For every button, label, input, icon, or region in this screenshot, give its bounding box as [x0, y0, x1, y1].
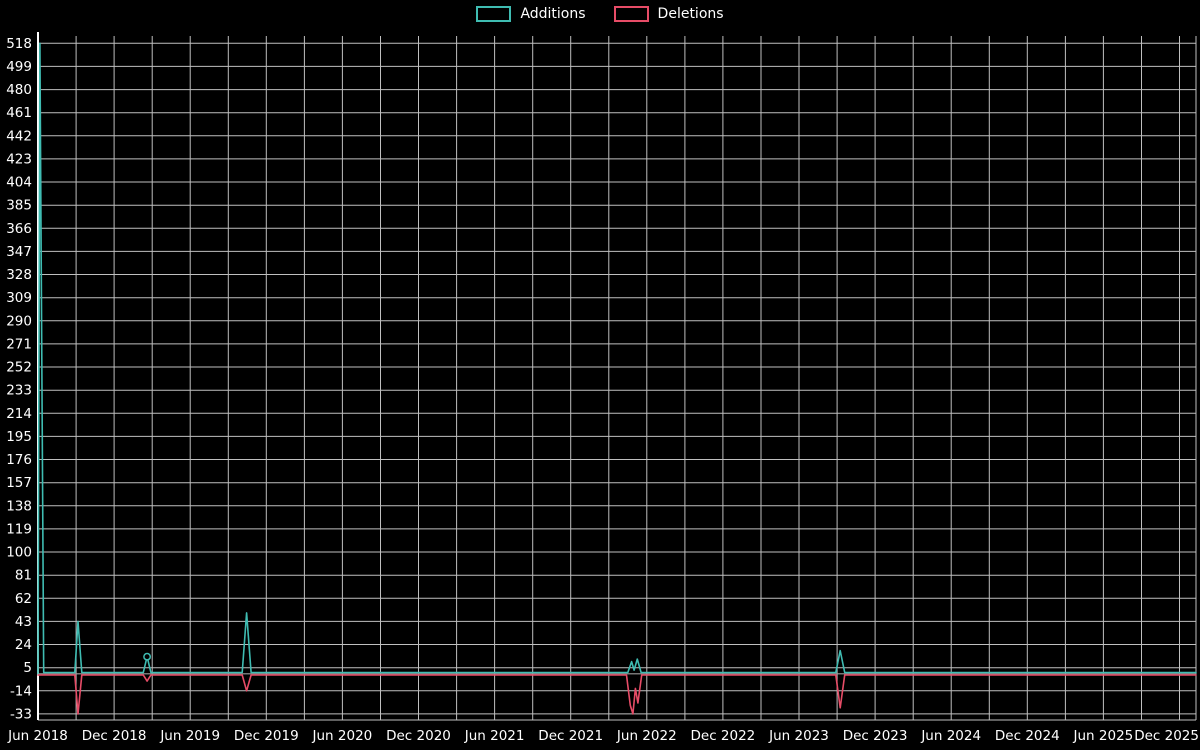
y-tick-label: 404 [6, 175, 32, 191]
x-tick-label: Jun 2022 [616, 728, 677, 744]
y-tick-label: 233 [6, 383, 32, 399]
y-tick-label: 138 [6, 498, 32, 514]
y-tick-label: 252 [6, 360, 32, 376]
y-tick-label: 366 [6, 221, 32, 237]
y-tick-label: 423 [6, 151, 32, 167]
y-tick-label: -33 [10, 706, 32, 722]
legend-label-additions: Additions [520, 6, 586, 22]
y-tick-label: 499 [6, 59, 32, 75]
x-tick-label: Dec 2023 [843, 728, 908, 744]
x-tick-label: Jun 2019 [159, 728, 220, 744]
chart-legend: Additions Deletions [0, 6, 1200, 22]
legend-item-deletions[interactable]: Deletions [613, 6, 724, 22]
y-tick-label: 271 [6, 336, 32, 352]
point-marker [143, 652, 152, 661]
additions-swatch-icon [476, 6, 512, 22]
additions-series-line [37, 42, 1197, 675]
y-tick-label: 81 [15, 568, 32, 584]
deletions-series-line [37, 674, 1197, 715]
y-tick-label: 100 [6, 545, 32, 561]
legend-label-deletions: Deletions [657, 6, 724, 22]
y-tick-label: 461 [6, 105, 32, 121]
y-tick-label: 214 [6, 406, 32, 422]
x-tick-label: Dec 2024 [995, 728, 1060, 744]
x-tick-label: Jun 2025 [1073, 728, 1134, 744]
x-tick-label: Dec 2022 [691, 728, 756, 744]
y-tick-label: 480 [6, 82, 32, 98]
y-tick-label: 176 [6, 452, 32, 468]
y-tick-label: -14 [10, 683, 32, 699]
deletions-swatch-icon [613, 6, 649, 22]
y-tick-label: 309 [6, 290, 32, 306]
y-tick-label: 328 [6, 267, 32, 283]
x-tick-label: Jun 2024 [920, 728, 981, 744]
x-tick-label: Jun 2021 [464, 728, 525, 744]
y-tick-label: 518 [6, 36, 32, 52]
y-tick-label: 347 [6, 244, 32, 260]
y-tick-label: 157 [6, 475, 32, 491]
x-tick-label: Jun 2020 [312, 728, 373, 744]
y-tick-label: 119 [6, 521, 32, 537]
x-tick-label: Jun 2018 [7, 728, 68, 744]
y-tick-label: 43 [15, 614, 32, 630]
x-tick-label: Dec 2025 [1134, 728, 1199, 744]
x-tick-label: Jun 2023 [768, 728, 829, 744]
x-tick-label: Dec 2018 [82, 728, 147, 744]
y-tick-label: 62 [15, 591, 32, 607]
x-tick-label: Dec 2020 [386, 728, 451, 744]
legend-item-additions[interactable]: Additions [476, 6, 586, 22]
y-tick-label: 290 [6, 313, 32, 329]
y-tick-label: 442 [6, 128, 32, 144]
x-tick-label: Dec 2021 [538, 728, 603, 744]
y-tick-label: 385 [6, 198, 32, 214]
x-tick-label: Dec 2019 [234, 728, 299, 744]
y-tick-label: 24 [15, 637, 32, 653]
y-tick-label: 195 [6, 429, 32, 445]
y-tick-label: 5 [23, 660, 32, 676]
